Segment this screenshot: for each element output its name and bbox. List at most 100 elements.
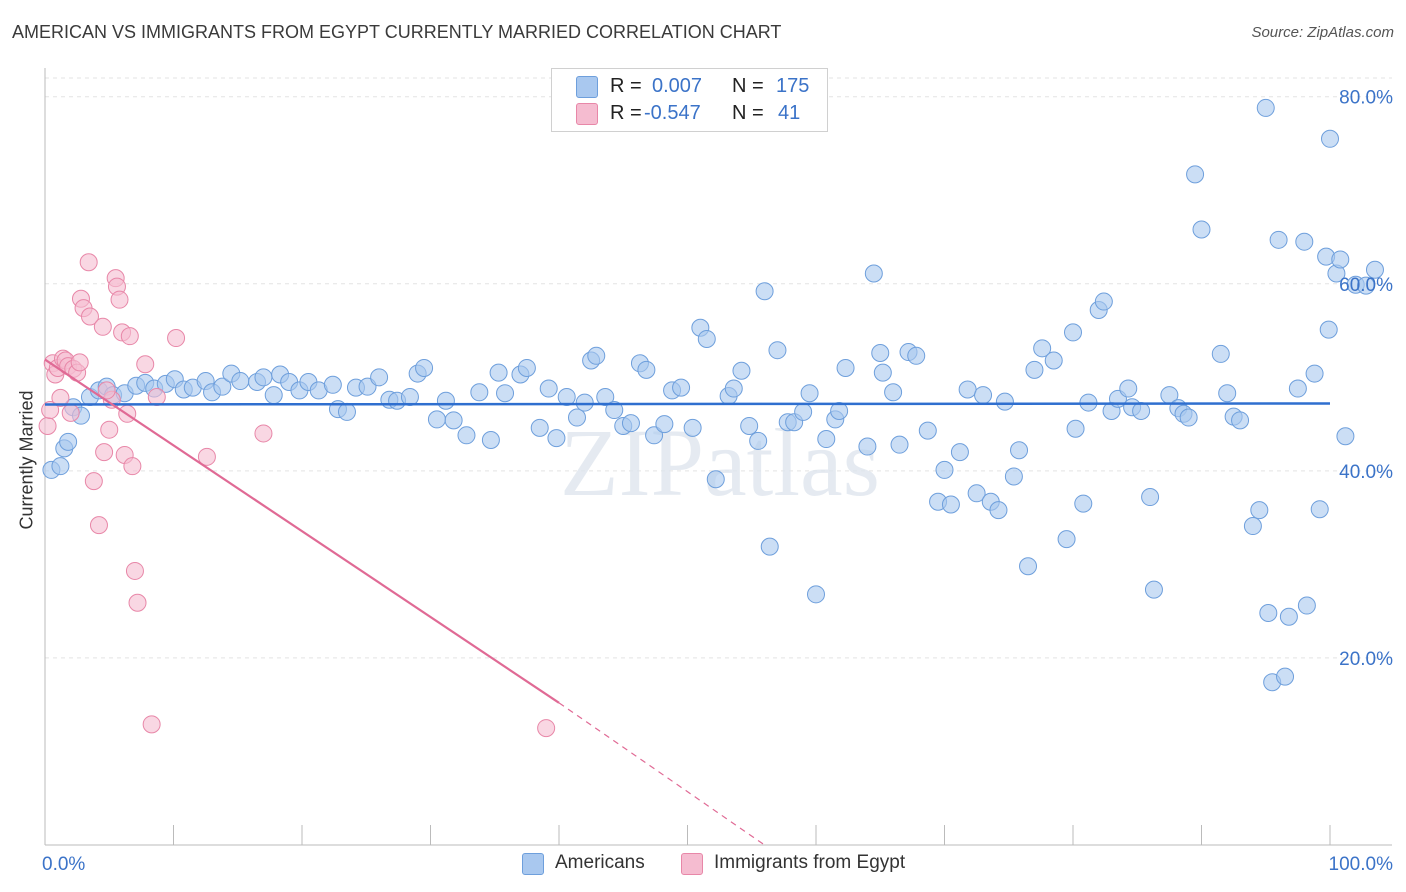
americans-point: [1019, 557, 1038, 576]
egypt-point: [142, 715, 161, 734]
americans-point: [768, 341, 787, 360]
egypt-point: [197, 447, 216, 466]
americans-point: [1025, 360, 1044, 379]
y-tick-label: 20.0%: [1339, 649, 1393, 670]
americans-point: [1218, 384, 1237, 403]
americans-point: [1297, 596, 1316, 615]
americans-point: [884, 383, 903, 402]
egypt-point: [254, 424, 273, 443]
axes: [44, 68, 1392, 846]
americans-point: [470, 383, 489, 402]
americans-point: [457, 426, 476, 445]
americans-point: [706, 470, 725, 489]
americans-point: [1144, 580, 1163, 599]
americans-point: [760, 537, 779, 556]
americans-point: [51, 457, 70, 476]
chart-title: AMERICAN VS IMMIGRANTS FROM EGYPT CURREN…: [12, 22, 782, 42]
egypt-point: [125, 561, 144, 580]
americans-point: [836, 358, 855, 377]
americans-point: [1305, 364, 1324, 383]
americans-point: [444, 411, 463, 430]
americans-points: [42, 98, 1384, 692]
americans-point: [1004, 467, 1023, 486]
gridlines: [45, 77, 1392, 659]
americans-point: [989, 501, 1008, 520]
egypt-point: [97, 381, 116, 400]
americans-point: [1211, 344, 1230, 363]
americans-point: [958, 380, 977, 399]
americans-point: [800, 384, 819, 403]
americans-point: [489, 363, 508, 382]
egypt-trend-line: [44, 358, 560, 704]
egypt-point: [120, 327, 139, 346]
americans-point: [1179, 408, 1198, 427]
americans-point: [427, 410, 446, 429]
americans-point: [1276, 667, 1295, 686]
egypt-point: [84, 472, 103, 491]
americans-point: [596, 387, 615, 406]
legend-r-value: -0.547: [644, 102, 701, 124]
trend-lines: [44, 358, 1331, 846]
americans-point: [1064, 323, 1082, 342]
americans-point: [740, 416, 759, 435]
americans-point: [496, 384, 515, 403]
source-label: Source: ZipAtlas.com: [1251, 24, 1394, 41]
americans-point: [1192, 220, 1211, 239]
americans-point: [890, 435, 909, 454]
legend-r-label: R =: [610, 102, 642, 124]
y-tick-label: 60.0%: [1339, 275, 1393, 296]
americans-point: [1010, 441, 1029, 460]
americans-point: [935, 460, 954, 479]
legend-r-label: R =: [610, 75, 642, 97]
americans-point: [655, 415, 674, 434]
egypt-point: [93, 317, 112, 336]
tick-labels: 20.0% 40.0% 60.0% 80.0% 0.0% 100.0%: [42, 88, 1393, 875]
americans-point: [1279, 607, 1298, 626]
americans-point: [1256, 98, 1275, 117]
egypt-points: [38, 253, 556, 738]
egypt-point: [38, 416, 57, 435]
egypt-point: [61, 403, 80, 422]
americans-point: [732, 361, 751, 380]
egypt-point: [79, 253, 98, 272]
americans-point: [575, 393, 594, 412]
egypt-point: [147, 387, 166, 406]
americans-point: [547, 429, 566, 448]
americans-point: [605, 401, 624, 420]
americans-point: [858, 437, 877, 456]
egypt-swatch: [576, 103, 598, 125]
americans-point: [415, 358, 434, 377]
americans-point: [1231, 411, 1250, 430]
egypt-point: [41, 401, 60, 420]
americans-point: [1259, 604, 1278, 623]
americans-point: [1033, 339, 1052, 358]
americans-point: [724, 379, 743, 398]
americans-point: [1250, 501, 1269, 520]
americans-point: [1336, 427, 1355, 446]
legend-n-value: 41: [778, 102, 801, 124]
americans-point: [264, 386, 283, 405]
americans-point: [481, 430, 500, 449]
americans-point: [967, 484, 986, 503]
americans-point: [530, 418, 549, 437]
americans-trend-line: [44, 402, 1331, 406]
americans-swatch: [522, 853, 544, 875]
americans-point: [918, 421, 937, 440]
americans-point: [254, 368, 273, 387]
americans-point: [567, 408, 586, 427]
americans-point: [1141, 488, 1160, 507]
americans-point: [1269, 230, 1288, 249]
americans-point: [337, 402, 356, 421]
egypt-point: [136, 355, 155, 374]
americans-point: [995, 392, 1014, 411]
americans-point: [645, 426, 664, 445]
americans-point: [1057, 530, 1076, 549]
egypt-point: [95, 443, 114, 462]
americans-point: [683, 418, 702, 437]
egypt-point: [128, 593, 147, 612]
americans-point: [1288, 379, 1307, 398]
legend-n-label: N =: [732, 75, 764, 97]
americans-point: [370, 368, 389, 387]
watermark: ZIPatlas: [560, 409, 880, 516]
